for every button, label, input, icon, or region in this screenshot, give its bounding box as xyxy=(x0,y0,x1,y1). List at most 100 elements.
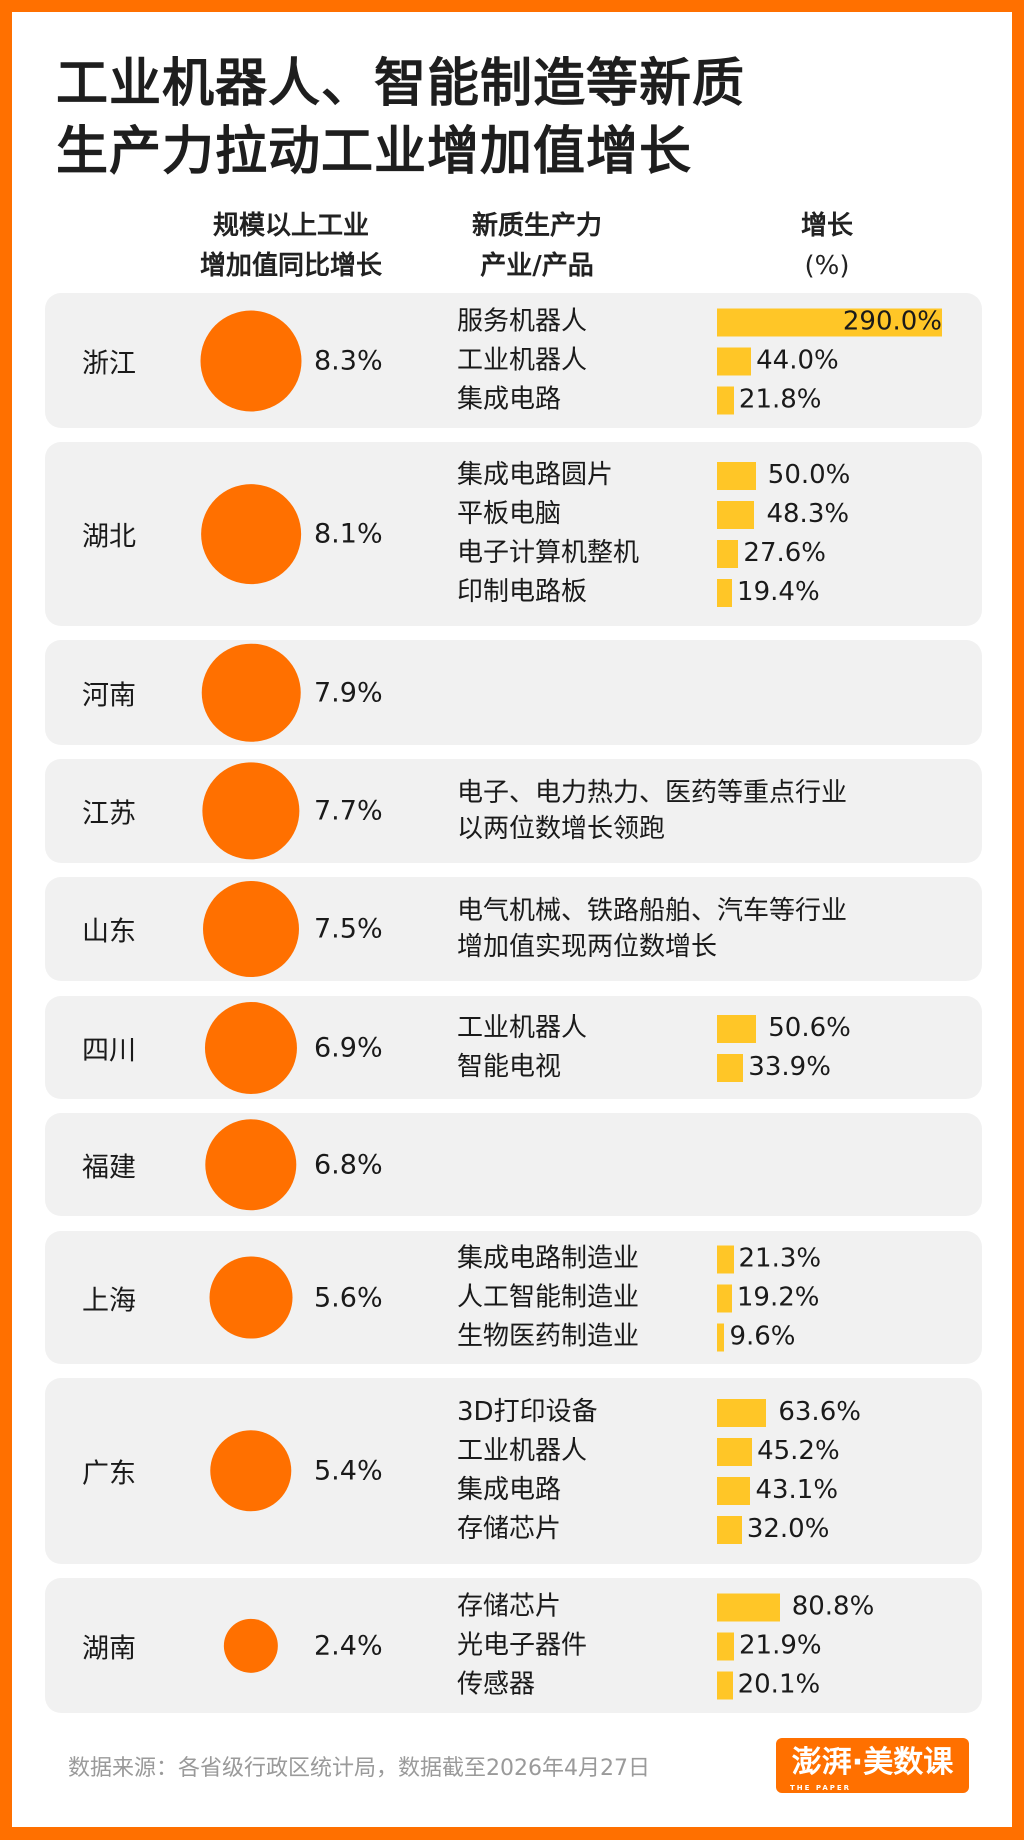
growth-bar-label: 50.0% xyxy=(767,460,851,490)
product-name: 集成电路圆片 xyxy=(457,460,614,490)
header-line: 增加值同比增长 xyxy=(199,251,382,281)
growth-circle xyxy=(204,1001,298,1094)
title-line-2: 生产力拉动工业增加值增长 xyxy=(56,122,693,182)
growth-circle xyxy=(210,1430,292,1512)
province-row: 河南 7.9% xyxy=(45,640,982,745)
growth-circle xyxy=(203,881,299,977)
growth-bar xyxy=(717,1438,753,1466)
product-name: 集成电路制造业 xyxy=(457,1243,640,1273)
province-row: 广东 5.4% 3D打印设备 63.6% 工业机器人 45.2% 集成电路 43.1% 存储芯片… xyxy=(45,1378,982,1564)
growth-bar xyxy=(717,308,942,336)
product-name: 光电子器件 xyxy=(457,1630,588,1660)
product-item: 电子计算机整机 27.6% xyxy=(457,534,977,573)
product-list: 集成电路制造业 21.3% 人工智能制造业 19.2% 生物医药制造业 9.6% xyxy=(457,1239,977,1356)
province-name: 河南 xyxy=(82,680,136,711)
header-industrial-growth: 规模以上工业 增加值同比增长 xyxy=(171,206,411,286)
product-name: 传感器 xyxy=(457,1669,536,1699)
growth-circle xyxy=(201,484,301,584)
province-row: 浙江 8.3% 服务机器人 290.0% 工业机器人 44.0% 集成电路 21.8% xyxy=(45,293,982,428)
product-item: 3D打印设备 63.6% xyxy=(457,1393,977,1432)
product-name: 生物医药制造业 xyxy=(457,1321,640,1351)
growth-circle xyxy=(205,1118,297,1211)
growth-bar xyxy=(717,1014,757,1043)
header-growth-pct: 增长 (%) xyxy=(767,206,887,286)
growth-bar xyxy=(717,1399,767,1427)
growth-bar xyxy=(717,1053,744,1082)
province-row: 四川 6.9% 工业机器人 50.6% 智能电视 33.9% xyxy=(45,996,982,1099)
product-list: 存储芯片 80.8% 光电子器件 21.9% 传感器 20.1% xyxy=(457,1587,977,1704)
province-name: 上海 xyxy=(82,1285,136,1316)
product-name: 存储芯片 xyxy=(457,1514,562,1544)
product-item: 存储芯片 32.0% xyxy=(457,1510,977,1549)
growth-circle xyxy=(201,643,301,742)
logo-subtext: THE PAPER xyxy=(790,1784,852,1792)
province-row: 湖北 8.1% 集成电路圆片 50.0% 平板电脑 48.3% 电子计算机整机 27.6% 印制… xyxy=(45,442,982,626)
province-name: 广东 xyxy=(82,1458,136,1490)
product-item: 工业机器人 44.0% xyxy=(457,341,977,380)
product-name: 电子计算机整机 xyxy=(457,538,640,568)
growth-bar xyxy=(717,462,756,490)
growth-bar xyxy=(717,1593,780,1621)
growth-circle xyxy=(223,1618,279,1673)
product-name: 人工智能制造业 xyxy=(457,1282,640,1312)
growth-bar-label: 19.4% xyxy=(737,577,820,607)
growth-bar xyxy=(717,386,734,414)
province-note-line: 电气机械、铁路船舶、汽车等行业 xyxy=(457,896,848,926)
growth-bar-label: 21.8% xyxy=(738,384,822,414)
page-title: 工业机器人、智能制造等新质 生产力拉动工业增加值增长 xyxy=(56,50,745,186)
growth-bar-label: 21.3% xyxy=(738,1243,822,1273)
title-line-1: 工业机器人、智能制造等新质 xyxy=(56,54,746,114)
growth-bar-label: 290.0% xyxy=(842,306,942,336)
product-name: 3D打印设备 xyxy=(457,1397,598,1427)
growth-bar xyxy=(717,579,733,607)
growth-value: 7.5% xyxy=(314,913,383,945)
product-item: 智能电视 33.9% xyxy=(457,1048,977,1087)
logo-text: 澎湃·美数课 xyxy=(791,1745,954,1780)
growth-bar-label: 20.1% xyxy=(737,1669,821,1699)
growth-bar xyxy=(717,540,739,568)
growth-bar xyxy=(717,1477,751,1505)
product-list: 电子、电力热力、医药等重点行业 以两位数增长领跑 xyxy=(457,775,847,847)
product-item: 平板电脑 48.3% xyxy=(457,495,977,534)
product-item: 集成电路 43.1% xyxy=(457,1471,977,1510)
growth-bar-label: 63.6% xyxy=(778,1397,861,1427)
product-name: 平板电脑 xyxy=(457,499,562,529)
product-name: 集成电路 xyxy=(457,1475,562,1505)
growth-circle xyxy=(209,1256,293,1339)
growth-value: 7.9% xyxy=(314,677,383,708)
growth-value: 7.7% xyxy=(314,795,383,827)
product-name: 服务机器人 xyxy=(457,306,588,336)
product-list: 电气机械、铁路船舶、汽车等行业 增加值实现两位数增长 xyxy=(457,893,847,965)
growth-circle xyxy=(200,310,302,411)
growth-bar xyxy=(717,1284,732,1312)
growth-bar-label: 21.9% xyxy=(738,1630,822,1660)
growth-bar-label: 43.1% xyxy=(755,1475,839,1505)
province-note-line: 电子、电力热力、医药等重点行业 xyxy=(457,778,848,808)
product-item: 工业机器人 45.2% xyxy=(457,1432,977,1471)
product-name: 集成电路 xyxy=(457,384,562,414)
province-name: 湖南 xyxy=(82,1633,136,1664)
growth-circle xyxy=(202,762,300,860)
header-line: 规模以上工业 xyxy=(212,211,369,241)
header-line: 增长 xyxy=(800,211,853,241)
product-item: 服务机器人 290.0% xyxy=(457,302,977,341)
province-row: 上海 5.6% 集成电路制造业 21.3% 人工智能制造业 19.2% 生物医药制造业 9.6… xyxy=(45,1231,982,1364)
province-name: 湖北 xyxy=(82,521,136,553)
product-item: 存储芯片 80.8% xyxy=(457,1587,977,1626)
growth-bar-label: 44.0% xyxy=(756,345,839,375)
growth-value: 2.4% xyxy=(314,1630,383,1661)
product-name: 存储芯片 xyxy=(457,1591,562,1621)
growth-bar-label: 45.2% xyxy=(757,1436,840,1466)
header-new-productivity: 新质生产力 产业/产品 xyxy=(437,206,637,286)
product-list: 集成电路圆片 50.0% 平板电脑 48.3% 电子计算机整机 27.6% 印制电路板 19.… xyxy=(457,456,977,612)
product-item: 集成电路 21.8% xyxy=(457,380,977,419)
province-note-line: 以两位数增长领跑 xyxy=(457,814,666,844)
growth-value: 6.8% xyxy=(314,1149,383,1180)
province-name: 江苏 xyxy=(82,798,136,830)
province-note-line: 增加值实现两位数增长 xyxy=(457,932,718,962)
province-name: 福建 xyxy=(82,1152,136,1183)
province-row: 江苏 7.7% 电子、电力热力、医药等重点行业 以两位数增长领跑 xyxy=(45,759,982,863)
product-item: 集成电路制造业 21.3% xyxy=(457,1239,977,1278)
growth-bar-label: 27.6% xyxy=(743,538,827,568)
product-list: 工业机器人 50.6% 智能电视 33.9% xyxy=(457,1009,977,1087)
